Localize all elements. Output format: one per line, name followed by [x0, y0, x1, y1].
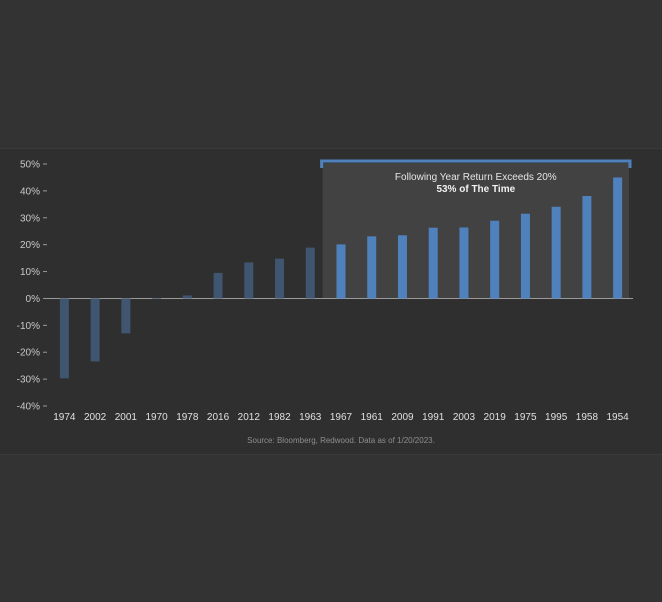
bar-2001 [121, 298, 131, 334]
bar-1975 [520, 213, 530, 299]
x-axis-labels: 1974 2002 2001 1970 1978 2016 2012 1982 1963 1967… [53, 412, 629, 423]
annotation-line-2: 53% of The Time [436, 184, 515, 195]
y-tick-label: -20% [17, 348, 40, 359]
bar-2016 [213, 272, 223, 299]
y-tick-label: 10% [20, 267, 40, 278]
bar-2012 [244, 262, 254, 299]
x-tick-label: 2003 [453, 412, 476, 423]
y-tick-label: 30% [20, 213, 40, 224]
x-tick-label: 1970 [145, 412, 168, 423]
y-tick-label: 20% [20, 240, 40, 251]
annotation-line-1: Following Year Return Exceeds 20% [395, 172, 557, 183]
bar-1954 [613, 177, 623, 299]
y-tick-label: 0% [26, 294, 41, 305]
bars [59, 177, 623, 379]
x-tick-label: 1974 [53, 412, 76, 423]
bar-1974 [59, 298, 69, 379]
bar-1970 [152, 298, 162, 299]
bar-1967 [336, 244, 346, 299]
x-tick-label: 2019 [484, 412, 507, 423]
x-tick-label: 1991 [422, 412, 445, 423]
x-tick-label: 2002 [84, 412, 107, 423]
x-tick-label: 1954 [607, 412, 630, 423]
y-tick-label: 40% [20, 186, 40, 197]
bar-2002 [90, 298, 100, 362]
bar-2003 [459, 227, 469, 299]
bar-1982 [275, 258, 285, 299]
x-tick-label: 2009 [391, 412, 414, 423]
x-tick-label: 1978 [176, 412, 199, 423]
bar-1978 [182, 295, 192, 299]
x-tick-label: 1995 [545, 412, 568, 423]
bar-1991 [428, 227, 438, 299]
x-tick-label: 1975 [514, 412, 537, 423]
x-tick-label: 1963 [299, 412, 322, 423]
highlight-bracket [320, 159, 632, 168]
bar-1961 [367, 236, 377, 299]
x-tick-label: 1967 [330, 412, 353, 423]
x-tick-label: 1958 [576, 412, 599, 423]
x-tick-label: 2012 [238, 412, 261, 423]
y-tick-label: -30% [17, 375, 40, 386]
x-tick-label: 2001 [115, 412, 138, 423]
source-note: Source: Bloomberg, Redwood. Data as of 1… [247, 436, 435, 445]
x-tick-label: 1961 [361, 412, 384, 423]
bar-1963 [305, 247, 315, 299]
bar-1995 [551, 206, 561, 299]
bar-2019 [490, 220, 500, 299]
bar-1958 [582, 195, 592, 299]
x-tick-label: 2016 [207, 412, 230, 423]
y-tick-label: -10% [17, 321, 40, 332]
y-tick-label: -40% [17, 402, 40, 413]
y-tick-label: 50% [20, 160, 40, 171]
x-tick-label: 1982 [268, 412, 291, 423]
bar-2009 [397, 235, 407, 299]
y-axis-ticks: -40% -30% -20% -10% 0% 10% 20% 30% 40% 50% [17, 160, 47, 413]
